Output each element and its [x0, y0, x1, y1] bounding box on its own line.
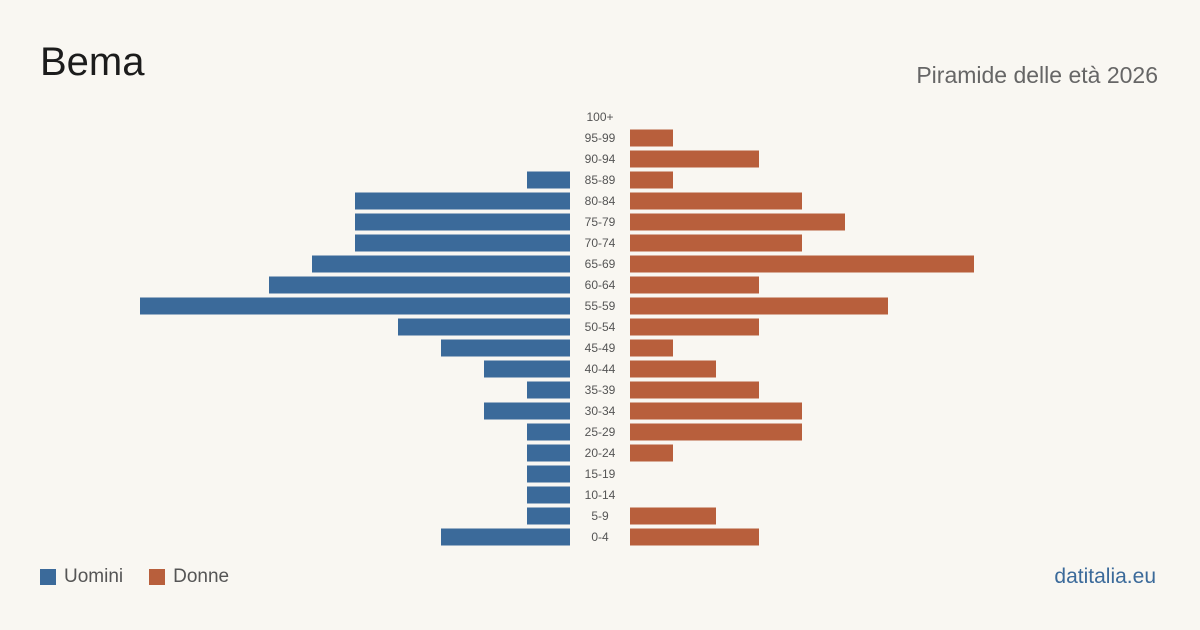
bar-men-5-9 — [527, 507, 570, 525]
chart-title: Bema — [40, 40, 145, 84]
age-group-label: 15-19 — [585, 467, 616, 481]
bar-women-40-44 — [630, 360, 716, 378]
bar-men-85-89 — [527, 171, 570, 189]
age-group-label: 55-59 — [585, 299, 616, 313]
legend: Uomini Donne — [40, 566, 255, 588]
bar-men-45-49 — [441, 339, 570, 357]
bar-men-10-14 — [527, 486, 570, 504]
bar-men-30-34 — [484, 402, 570, 420]
bar-men-65-69 — [312, 255, 570, 273]
age-group-label: 80-84 — [585, 194, 616, 208]
legend-label-men: Uomini — [64, 566, 124, 587]
age-group-label: 0-4 — [591, 530, 609, 544]
bar-women-80-84 — [630, 192, 802, 210]
legend-label-women: Donne — [173, 566, 230, 587]
bar-women-50-54 — [630, 318, 759, 336]
bar-men-70-74 — [355, 234, 570, 252]
age-group-label: 35-39 — [585, 383, 616, 397]
bar-women-0-4 — [630, 528, 759, 546]
age-group-label: 95-99 — [585, 131, 616, 145]
bar-women-5-9 — [630, 507, 716, 525]
bar-men-80-84 — [355, 192, 570, 210]
age-group-label: 20-24 — [585, 446, 616, 460]
chart-subtitle: Piramide delle età 2026 — [916, 62, 1158, 88]
bar-men-25-29 — [527, 423, 570, 441]
age-group-label: 90-94 — [585, 152, 616, 166]
legend-swatch-men — [40, 569, 56, 585]
bar-men-0-4 — [441, 528, 570, 546]
age-group-label: 40-44 — [585, 362, 616, 376]
brand-link[interactable]: datitalia.eu — [1054, 565, 1156, 588]
age-group-label: 65-69 — [585, 257, 616, 271]
bar-women-85-89 — [630, 171, 673, 189]
age-group-label: 45-49 — [585, 341, 616, 355]
age-group-label: 5-9 — [591, 509, 609, 523]
bar-women-90-94 — [630, 150, 759, 168]
bar-women-20-24 — [630, 444, 673, 462]
age-group-label: 85-89 — [585, 173, 616, 187]
bar-women-55-59 — [630, 297, 888, 315]
bar-women-65-69 — [630, 255, 974, 273]
legend-item-women: Donne — [149, 566, 229, 588]
bar-men-40-44 — [484, 360, 570, 378]
bar-women-45-49 — [630, 339, 673, 357]
bar-men-15-19 — [527, 465, 570, 483]
bar-women-35-39 — [630, 381, 759, 399]
bar-women-25-29 — [630, 423, 802, 441]
bar-women-30-34 — [630, 402, 802, 420]
age-group-label: 70-74 — [585, 236, 616, 250]
legend-swatch-women — [149, 569, 166, 585]
age-group-label: 30-34 — [585, 404, 616, 418]
bar-men-20-24 — [527, 444, 570, 462]
bar-women-60-64 — [630, 276, 759, 294]
bar-men-55-59 — [140, 297, 570, 315]
bar-men-50-54 — [398, 318, 570, 336]
bar-men-75-79 — [355, 213, 570, 231]
bar-men-35-39 — [527, 381, 570, 399]
age-group-label: 50-54 — [585, 320, 616, 334]
legend-item-men: Uomini — [40, 566, 123, 588]
age-group-label: 25-29 — [585, 425, 616, 439]
age-group-label: 60-64 — [585, 278, 616, 292]
bar-women-70-74 — [630, 234, 802, 252]
bar-women-95-99 — [630, 129, 673, 147]
bar-men-60-64 — [269, 276, 570, 294]
bar-women-75-79 — [630, 213, 845, 231]
age-group-label: 75-79 — [585, 215, 616, 229]
age-group-label: 10-14 — [585, 488, 616, 502]
age-group-label: 100+ — [586, 110, 613, 124]
